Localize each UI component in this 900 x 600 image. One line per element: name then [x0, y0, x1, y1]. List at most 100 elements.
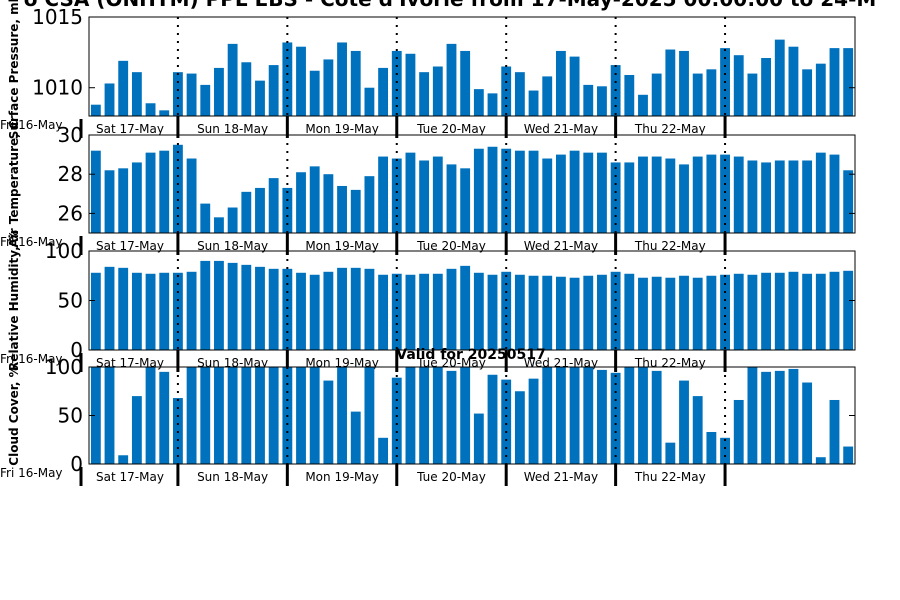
bar-1-46: [706, 69, 717, 116]
bar-1-48: [733, 55, 744, 116]
bar-3-28: [460, 265, 471, 350]
bar-4-9: [200, 367, 211, 464]
bar-3-20: [350, 267, 361, 350]
day-label-4: Mon 19-May: [305, 239, 379, 253]
bar-3-24: [405, 274, 416, 350]
bar-2-24: [405, 152, 416, 233]
bar-3-2: [104, 266, 115, 350]
bar-4-27: [446, 370, 457, 464]
bar-3-56: [843, 270, 854, 350]
bar-2-42: [651, 156, 662, 233]
ytick-label-1: 26: [58, 201, 83, 225]
bar-3-1: [90, 272, 101, 350]
bar-3-46: [706, 275, 717, 350]
day-label-6: Wed 21-May: [524, 470, 598, 484]
bar-1-32: [514, 72, 525, 116]
day-label-5: Tue 20-May: [416, 239, 486, 253]
bar-2-37: [583, 152, 594, 233]
bar-3-32: [514, 274, 525, 350]
bar-1-27: [446, 43, 457, 117]
bar-3-7: [172, 272, 183, 350]
bar-3-8: [186, 271, 197, 350]
ytick-label-2: 1015: [32, 5, 83, 29]
bar-1-18: [323, 59, 334, 116]
bar-1-3: [118, 60, 129, 116]
bar-4-28: [460, 367, 471, 464]
bar-3-38: [597, 274, 607, 350]
bar-3-36: [569, 277, 580, 350]
bar-4-42: [651, 370, 662, 464]
bar-3-50: [761, 272, 772, 350]
bar-4-49: [747, 367, 758, 464]
bar-4-18: [323, 380, 334, 464]
bar-4-35: [555, 367, 566, 464]
bar-3-29: [473, 272, 484, 350]
bar-4-5: [145, 367, 156, 464]
bar-1-17: [309, 70, 320, 116]
bar-2-33: [528, 150, 539, 233]
bar-1-10: [214, 67, 224, 116]
bar-3-5: [145, 273, 156, 350]
bar-2-14: [268, 178, 279, 233]
bar-4-26: [432, 367, 443, 464]
bar-1-54: [815, 63, 826, 116]
bar-2-55: [829, 154, 840, 233]
bar-3-9: [200, 260, 211, 350]
bar-4-20: [350, 411, 361, 464]
bar-2-52: [788, 160, 799, 233]
bar-2-4: [131, 162, 142, 233]
bar-3-52: [788, 271, 799, 350]
bar-3-25: [419, 273, 430, 350]
bar-2-41: [638, 156, 648, 233]
bar-4-10: [214, 367, 224, 464]
bar-2-18: [323, 174, 334, 233]
bar-1-2: [104, 83, 115, 116]
bar-4-4: [131, 396, 142, 464]
bar-3-34: [542, 275, 553, 350]
bar-3-51: [774, 272, 785, 350]
bar-4-50: [761, 371, 772, 464]
bar-2-25: [419, 160, 430, 233]
bar-2-35: [555, 154, 566, 233]
bar-1-21: [364, 87, 375, 116]
bar-4-32: [514, 391, 525, 464]
bar-2-43: [665, 158, 676, 233]
bar-3-44: [679, 275, 689, 350]
bar-4-22: [378, 437, 389, 464]
bar-3-41: [638, 277, 648, 350]
bar-3-45: [692, 277, 703, 350]
bar-1-36: [569, 56, 580, 116]
bar-1-11: [227, 43, 238, 117]
ytick-label-3: 100: [45, 239, 83, 263]
bar-2-53: [802, 160, 813, 233]
bar-3-12: [241, 264, 252, 350]
bar-4-1: [90, 367, 101, 464]
bar-4-19: [337, 367, 347, 464]
bar-4-40: [624, 367, 635, 464]
bar-1-13: [255, 80, 265, 116]
bar-2-32: [514, 150, 525, 233]
bar-4-34: [542, 367, 553, 464]
bar-4-44: [679, 380, 689, 464]
bar-1-16: [296, 46, 306, 117]
y-axis-label: Cloud Cover, %: [7, 365, 21, 465]
bar-1-52: [788, 46, 799, 117]
bar-4-33: [528, 378, 539, 464]
bar-1-20: [350, 50, 361, 116]
bar-2-48: [733, 156, 744, 233]
bar-1-19: [337, 42, 347, 116]
bar-1-28: [460, 50, 471, 116]
day-label-2: Sat 17-May: [96, 122, 164, 136]
bar-1-33: [528, 90, 539, 116]
valid-date-title: Valid for 20250517: [396, 347, 545, 363]
ytick-label-2: 28: [58, 162, 83, 186]
day-label-3: Sun 18-May: [197, 470, 268, 484]
bar-4-24: [405, 367, 416, 464]
bar-2-22: [378, 156, 389, 233]
ytick-label-1: 0: [70, 338, 83, 362]
bar-3-54: [815, 273, 826, 350]
bar-4-11: [227, 367, 238, 464]
